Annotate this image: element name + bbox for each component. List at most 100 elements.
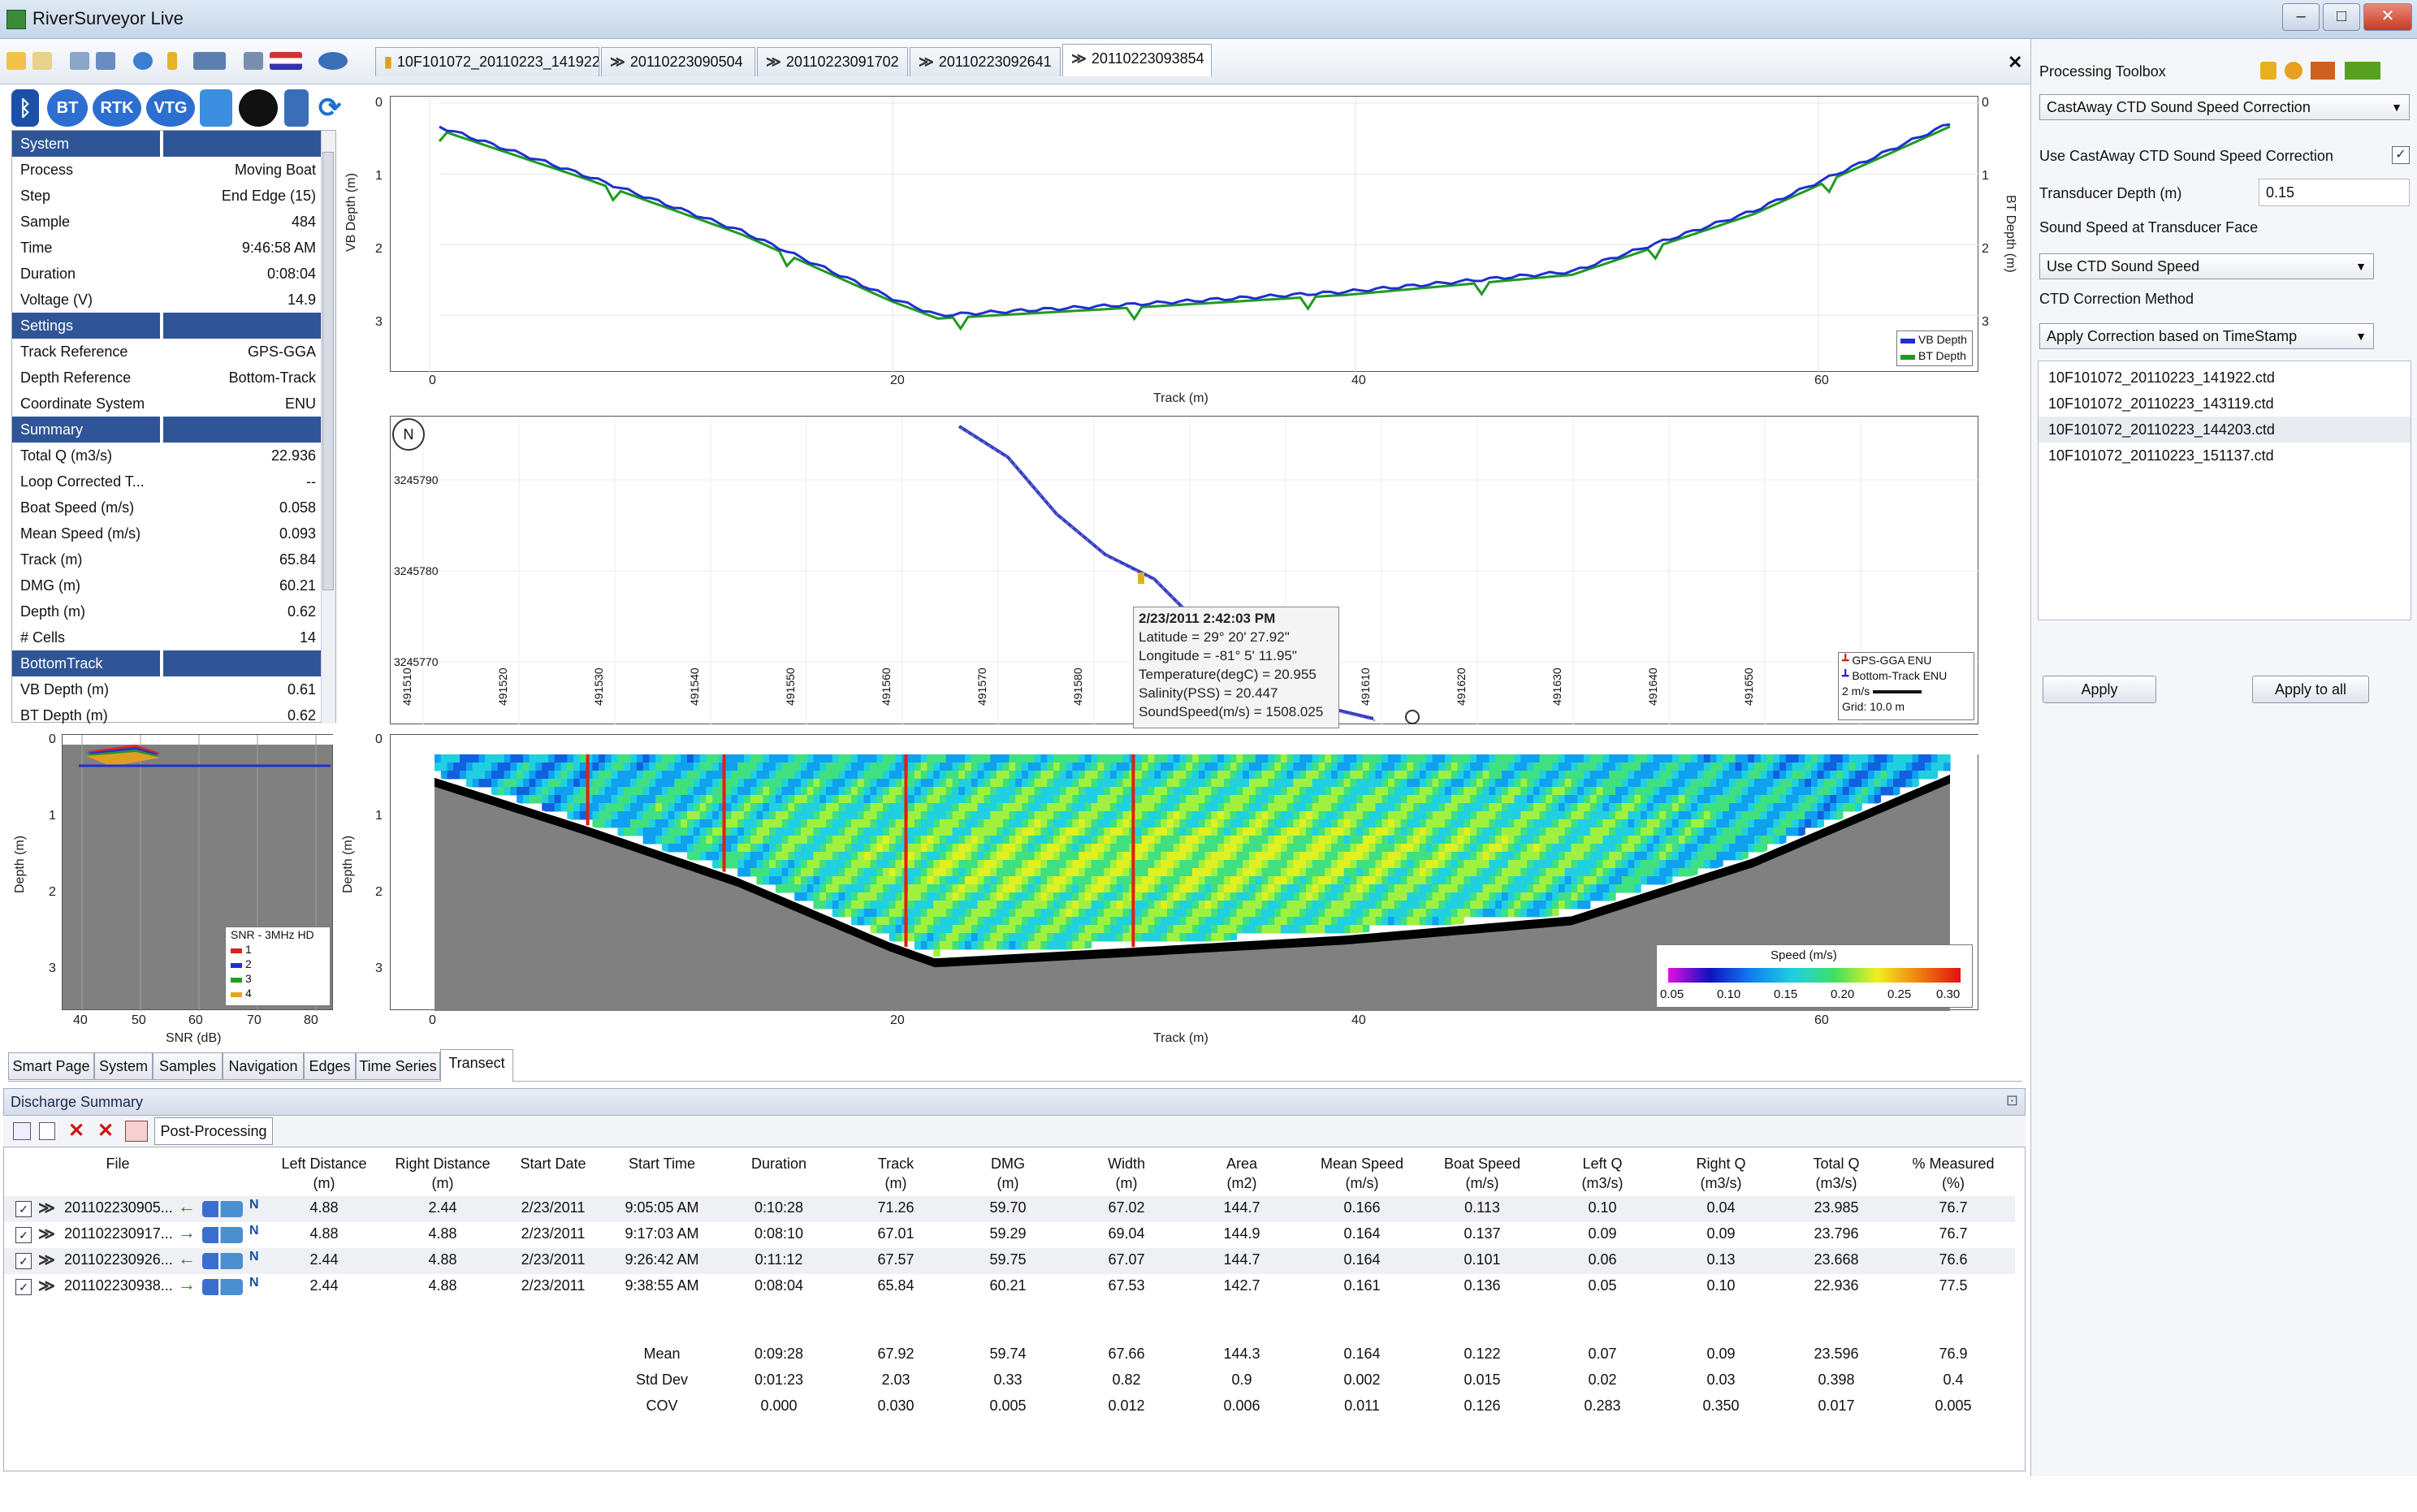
pin-icon[interactable]: ⊡ [2005,1092,2018,1108]
tool-select[interactable]: CastAway CTD Sound Speed Correction ▼ [2039,94,2410,120]
scrollbar-thumb[interactable] [322,152,334,590]
property-row[interactable]: # Cells 14 [12,624,322,650]
save-icon[interactable] [32,52,52,70]
property-row[interactable]: Sample 484 [12,209,322,235]
tab-samples[interactable]: Samples [153,1052,223,1080]
table-row[interactable] [4,1274,2015,1300]
tab-smart-page[interactable]: Smart Page [8,1052,94,1080]
row-checkbox[interactable]: ✓ [15,1227,32,1243]
velocity-contour-plot[interactable]: Speed (m/s) 0.05 0.10 0.15 0.20 0.25 0.3… [390,734,1979,1011]
tab-navigation[interactable]: Navigation [223,1052,304,1080]
table-row[interactable] [4,1196,2015,1222]
transducer-depth-input[interactable]: 0.15 [2259,179,2410,206]
unlock-icon[interactable] [2285,62,2302,80]
refresh-icon[interactable]: ⟳ [313,89,346,127]
tab-edges[interactable]: Edges [304,1052,356,1080]
property-row[interactable]: Track Reference GPS-GGA [12,339,322,365]
row-checkbox[interactable]: ✓ [15,1253,32,1269]
doc-tab-5[interactable]: ≫ 20110223093854 [1062,44,1212,76]
column-header[interactable]: File [53,1154,183,1173]
post-processing-tab[interactable]: Post-Processing [154,1117,273,1145]
check-all-icon[interactable] [13,1122,31,1140]
snr-plot[interactable]: SNR - 3MHz HD 1 2 3 4 [62,734,334,1011]
ctd-file-item[interactable]: 10F101072_20110223_143119.ctd [2048,395,2274,412]
column-header[interactable]: Right Distance (m) [378,1154,508,1193]
close-doc-icon[interactable]: ✕ [2008,52,2023,72]
open-folder-icon[interactable] [6,52,26,70]
close-window-button[interactable]: ✕ [2363,3,2412,31]
minimize-button[interactable]: – [2282,3,2320,31]
arrows-dropdown-icon[interactable] [2345,62,2380,80]
tools-icon[interactable] [70,52,89,70]
column-header[interactable]: Right Q (m3/s) [1656,1154,1786,1193]
property-row[interactable]: Duration 0:08:04 [12,261,322,287]
table-row[interactable] [4,1222,2015,1248]
list-icon[interactable] [125,1121,148,1142]
ctd-file-item[interactable]: 10F101072_20110223_151137.ctd [2048,447,2274,464]
property-row[interactable]: DMG (m) 60.21 [12,572,322,598]
column-header[interactable]: Left Q (m3/s) [1537,1154,1667,1193]
ctd-file-item[interactable]: 10F101072_20110223_144203.ctd [2039,417,2411,443]
property-scrollbar[interactable] [321,131,335,724]
doc-tab-1[interactable]: ▮ 10F101072_20110223_141922 [375,47,599,76]
property-category[interactable]: System [12,131,322,157]
help-icon[interactable] [318,52,348,70]
row-checkbox[interactable]: ✓ [15,1279,32,1295]
property-row[interactable]: Mean Speed (m/s) 0.093 [12,521,322,546]
edit-icon[interactable] [244,52,263,70]
column-header[interactable]: Total Q (m3/s) [1771,1154,1901,1193]
property-grid[interactable]: System Process Moving Boat Step End Edge (15… [11,130,336,724]
property-row[interactable]: Step End Edge (15) [12,183,322,209]
connect-icon[interactable] [133,52,153,70]
doc-tab-4[interactable]: ≫ 20110223092641 [910,47,1061,76]
depth-chart[interactable]: VB Depth BT Depth [390,96,1979,373]
delete-all-icon[interactable]: ✕ [97,1120,115,1142]
column-header[interactable]: Width (m) [1061,1154,1191,1193]
column-header[interactable]: Duration [714,1154,844,1173]
column-header[interactable]: Start Time [597,1154,727,1173]
sound-speed-select[interactable]: Use CTD Sound Speed ▼ [2039,253,2374,279]
row-checkbox[interactable]: ✓ [15,1201,32,1217]
ctd-file-item[interactable]: 10F101072_20110223_141922.ctd [2048,369,2275,386]
delete-icon[interactable]: ✕ [68,1120,85,1142]
language-flag-icon[interactable] [270,52,302,70]
property-row[interactable]: Boat Speed (m/s) 0.058 [12,495,322,521]
column-header[interactable]: Area (m2) [1177,1154,1307,1193]
property-row[interactable]: Depth Reference Bottom-Track [12,365,322,391]
apply-to-all-button[interactable]: Apply to all [2252,676,2369,703]
column-header[interactable]: % Measured (%) [1888,1154,2018,1193]
property-row[interactable]: Total Q (m3/s) 22.936 [12,443,322,469]
property-row[interactable]: Loop Corrected T... -- [12,469,322,495]
system-dropdown-icon[interactable] [193,52,226,70]
ctd-file-list[interactable]: 10F101072_20110223_141922.ctd 10F101072_… [2038,361,2411,620]
property-row[interactable]: Depth (m) 0.62 [12,598,322,624]
property-row[interactable]: Process Moving Boat [12,157,322,183]
use-castaway-checkbox[interactable]: ✓ [2392,146,2410,164]
ctd-method-select[interactable]: Apply Correction based on TimeStamp ▼ [2039,323,2374,349]
doc-tab-2[interactable]: ≫ 20110223090504 [601,47,755,76]
column-header[interactable]: Left Distance (m) [259,1154,389,1193]
tab-time-series[interactable]: Time Series [356,1052,440,1080]
table-row[interactable] [4,1248,2015,1274]
lock-icon[interactable] [2260,62,2276,80]
column-header[interactable]: Mean Speed (m/s) [1297,1154,1427,1193]
property-category[interactable]: Summary [12,417,322,443]
column-header[interactable]: Track (m) [831,1154,961,1193]
property-row[interactable]: Voltage (V) 14.9 [12,287,322,313]
column-header[interactable]: Boat Speed (m/s) [1417,1154,1547,1193]
battery-icon[interactable] [167,52,177,70]
property-row[interactable]: Coordinate System ENU [12,391,322,417]
tab-system[interactable]: System [94,1052,153,1080]
doc-tab-3[interactable]: ≫ 20110223091702 [757,47,908,76]
column-header[interactable]: Start Date [488,1154,618,1173]
window-icon[interactable] [96,52,115,70]
tool-dropdown-icon[interactable] [2311,62,2335,80]
property-row[interactable]: Time 9:46:58 AM [12,235,322,261]
property-category[interactable]: BottomTrack [12,650,322,676]
property-row[interactable]: BT Depth (m) 0.62 [12,702,322,728]
maximize-button[interactable]: □ [2323,3,2360,31]
column-header[interactable]: DMG (m) [943,1154,1073,1193]
property-row[interactable]: Track (m) 65.84 [12,546,322,572]
property-row[interactable]: VB Depth (m) 0.61 [12,676,322,702]
apply-button[interactable]: Apply [2043,676,2156,703]
